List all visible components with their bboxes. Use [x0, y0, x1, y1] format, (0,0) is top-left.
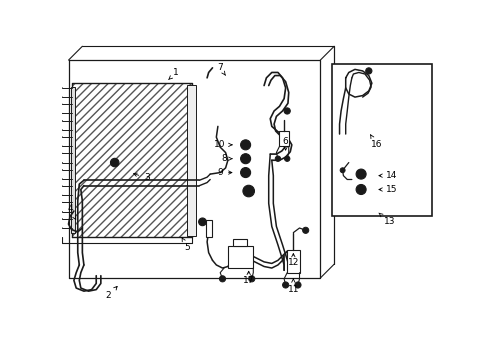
- Text: 8: 8: [221, 154, 232, 163]
- Circle shape: [240, 140, 250, 150]
- Circle shape: [365, 68, 371, 74]
- Text: 1: 1: [168, 68, 179, 80]
- Circle shape: [302, 227, 308, 233]
- Circle shape: [198, 218, 206, 226]
- Circle shape: [340, 168, 345, 173]
- Bar: [187, 85, 196, 236]
- Circle shape: [112, 160, 117, 165]
- Text: 4: 4: [67, 204, 76, 220]
- Circle shape: [219, 276, 225, 282]
- Circle shape: [282, 282, 288, 288]
- Circle shape: [357, 171, 364, 177]
- Bar: [206, 220, 211, 237]
- Text: 9: 9: [217, 168, 231, 177]
- Text: 13: 13: [378, 213, 394, 226]
- Text: 7: 7: [217, 63, 225, 75]
- Circle shape: [355, 184, 366, 194]
- Circle shape: [294, 282, 301, 288]
- Circle shape: [240, 167, 250, 177]
- Text: 10: 10: [214, 140, 231, 149]
- Text: 2: 2: [105, 287, 117, 300]
- Circle shape: [243, 185, 254, 197]
- Text: 16: 16: [370, 135, 382, 149]
- Circle shape: [248, 276, 254, 282]
- Bar: [286, 249, 299, 273]
- Bar: [71, 83, 191, 237]
- Bar: [331, 64, 431, 216]
- Circle shape: [357, 186, 364, 193]
- Circle shape: [110, 158, 119, 167]
- Circle shape: [242, 169, 248, 176]
- Text: 6: 6: [282, 137, 288, 150]
- Text: 3: 3: [133, 173, 150, 183]
- Bar: [279, 131, 288, 147]
- Bar: [71, 87, 75, 233]
- Bar: [233, 239, 246, 247]
- Text: 17: 17: [243, 271, 254, 285]
- Circle shape: [242, 141, 248, 148]
- Text: 12: 12: [287, 253, 299, 267]
- Text: 14: 14: [378, 171, 397, 180]
- Circle shape: [275, 156, 280, 161]
- Circle shape: [200, 220, 204, 224]
- Bar: [227, 247, 252, 268]
- Circle shape: [244, 187, 252, 195]
- Text: 15: 15: [378, 185, 397, 194]
- Text: 5: 5: [182, 238, 189, 252]
- Text: 11: 11: [287, 279, 299, 294]
- Circle shape: [284, 108, 290, 114]
- Circle shape: [355, 169, 366, 179]
- Circle shape: [242, 156, 248, 162]
- Circle shape: [284, 156, 289, 161]
- Circle shape: [240, 154, 250, 164]
